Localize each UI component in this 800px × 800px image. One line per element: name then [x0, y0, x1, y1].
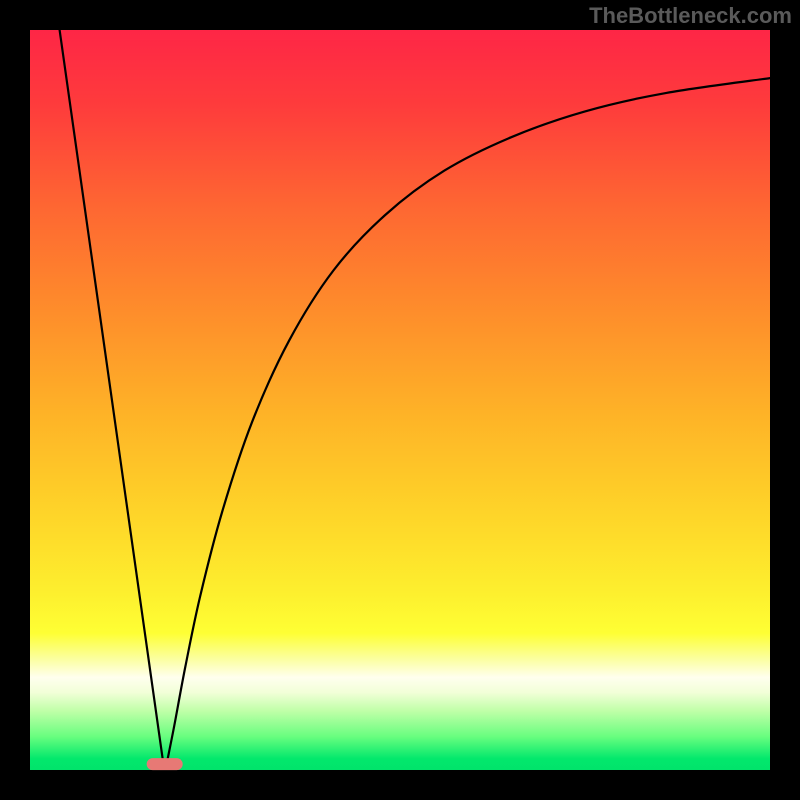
plot-background	[30, 30, 770, 770]
minimum-marker	[147, 758, 183, 770]
bottleneck-chart	[0, 0, 800, 800]
figure-container: TheBottleneck.com	[0, 0, 800, 800]
watermark-text: TheBottleneck.com	[589, 3, 792, 29]
